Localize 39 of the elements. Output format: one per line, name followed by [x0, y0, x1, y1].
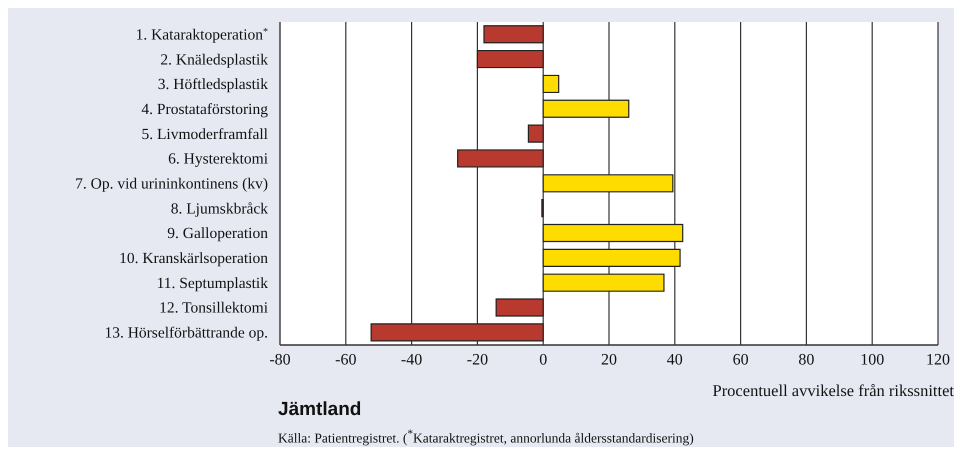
y-tick-label: 12. Tonsillektomi [159, 300, 269, 317]
y-tick-label: 4. Prostataförstoring [141, 100, 268, 118]
bar [542, 100, 630, 118]
bar [542, 224, 684, 242]
x-tick-label: 100 [860, 351, 884, 368]
x-tick-label: -40 [400, 351, 422, 368]
x-tick-label: 80 [798, 351, 814, 368]
x-tick-label: 60 [732, 351, 749, 368]
bar [370, 323, 544, 342]
text: Jämtland [278, 399, 362, 421]
y-tick-label: 2. Knäledsplastik [160, 51, 268, 68]
y-tick-label: 5. Livmoderframfall [141, 126, 268, 143]
y-tick-label: 9. Galloperation [167, 225, 268, 242]
x-tick-label: 40 [666, 351, 683, 368]
bar [528, 124, 544, 143]
bar [476, 50, 544, 68]
x-tick-label: 120 [926, 351, 950, 368]
bar [542, 174, 674, 192]
x-tick-label: 20 [601, 351, 617, 368]
x-tick-label: -80 [269, 351, 291, 368]
x-tick-label: -60 [335, 351, 356, 368]
bar [457, 149, 544, 168]
y-tick-label: 13. Hörselförbättrande op. [104, 324, 268, 342]
x-tick-label: 0 [539, 351, 548, 368]
bar [542, 74, 560, 94]
x-tick-label: -20 [466, 351, 488, 368]
y-tick-label: 8. Ljumskbråck [170, 200, 268, 218]
bar [542, 274, 665, 292]
y-tick-label: 6. Hysterektomi [168, 150, 269, 168]
y-tick-label: 11. Septumplastik [156, 274, 268, 292]
bar [496, 298, 544, 317]
bar [542, 248, 681, 267]
y-tick-label: 7. Op. vid urininkontinens (kv) [75, 176, 268, 192]
text: Källa: Patientregistret. ($^{*}$Kataraktregistret, annorlunda åldersstandardisering) [278, 428, 694, 446]
y-tick-label: 1. Kataraktoperation$^{*}$ [136, 26, 268, 44]
y-tick-label: 3. Höftledsplastik [158, 76, 268, 94]
bar [483, 25, 544, 44]
x-axis-title: Procentuell avvikelse från rikssnittet [712, 381, 954, 401]
y-tick-label: 10. Kranskärlsoperation [119, 250, 268, 268]
